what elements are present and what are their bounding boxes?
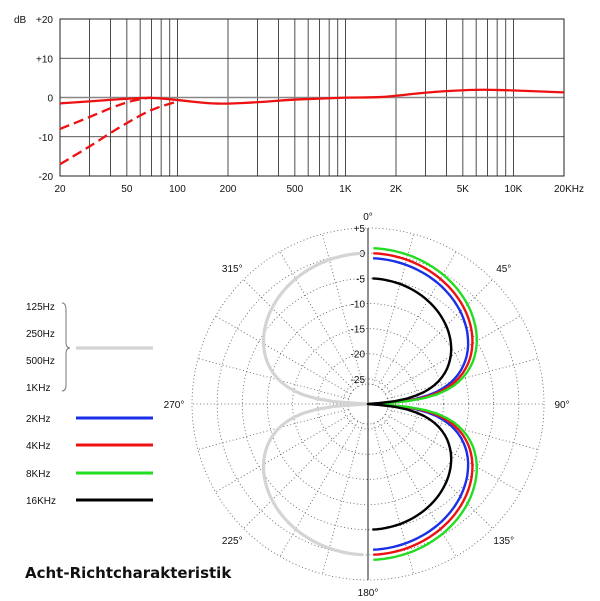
radial-tick-label: +5 [354,224,366,235]
y-tick-label: +10 [36,54,53,65]
plot-frame [59,18,565,177]
polar-spoke [215,413,351,493]
polar-spoke [377,421,457,557]
angle-label: 315° [222,264,243,275]
x-tick-label: 2K [390,184,403,195]
angle-label: 135° [493,536,514,547]
series-line-2 [59,96,152,130]
legend-label: 2KHz [26,414,50,425]
polar-spoke [215,315,351,395]
y-tick-label: -10 [39,133,54,144]
x-tick-label: 100 [169,184,186,195]
x-tick-label: 50 [121,184,133,195]
angle-label: 45° [496,264,511,275]
radial-tick-label: -5 [356,274,365,285]
legend-group-label: 250Hz [26,329,55,340]
legend-label: 8KHz [26,469,50,480]
polar-spoke [381,417,493,529]
angle-label: 180° [358,588,379,599]
polar-curve-16KHz [366,277,453,531]
series-line-3 [59,100,178,166]
radial-tick-label: -15 [351,325,366,336]
legend-group-label: 125Hz [26,302,55,313]
x-tick-label: 5K [457,184,470,195]
radial-tick-label: -25 [351,375,366,386]
polar-spoke [279,421,359,557]
polar-spoke [243,279,355,391]
series-line-1 [59,88,565,105]
x-tick-label: 20KHz [554,184,584,195]
x-tick-label: 10K [505,184,523,195]
polar-spoke [197,408,349,450]
legend-group-label: 500Hz [26,356,55,367]
polar-legend: 125Hz 250Hz 500Hz 1KHz 2KHz 4KHz 8KHz 16KHz [26,302,153,507]
polar-spoke [385,413,521,493]
angle-label: 90° [554,400,569,411]
polar-spoke [377,251,457,387]
y-unit-label: dB [14,15,27,26]
caption: Acht-Richtcharakteristik [25,564,232,582]
radial-tick-label: -20 [351,350,366,361]
polar-ring [292,328,444,480]
x-tick-label: 500 [287,184,304,195]
polar-spoke [385,315,521,395]
y-tick-label: 0 [47,94,53,105]
x-tick-label: 1K [339,184,352,195]
y-tick-label: +20 [36,15,53,26]
polar-spoke [381,279,493,391]
legend-group-label: 1KHz [26,383,50,394]
legend-label: 4KHz [26,441,50,452]
legend-label: 16KHz [26,496,56,507]
polar-spoke [197,358,349,400]
radial-tick-label: -10 [351,299,366,310]
y-tick-label: -20 [39,172,54,183]
x-tick-label: 200 [220,184,237,195]
angle-label: 225° [222,536,243,547]
angle-label: 270° [164,400,185,411]
legend-brace [61,302,71,392]
polar-pattern-chart: +50-5-10-15-20-250°45°90°135°180°225°270… [164,212,570,599]
polar-spoke [279,251,359,387]
angle-label: 0° [363,212,373,223]
polar-ring [317,353,419,455]
polar-spoke [243,417,355,529]
polar-ring [191,227,545,581]
x-tick-label: 20 [54,184,66,195]
